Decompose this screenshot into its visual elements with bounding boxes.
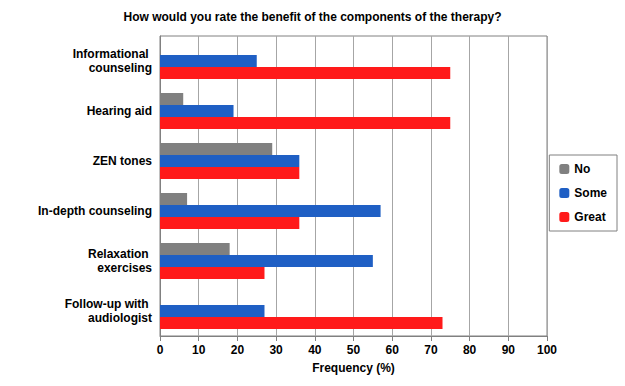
svg-text:Some: Some	[574, 186, 607, 200]
svg-text:Frequency (%): Frequency (%)	[312, 361, 395, 375]
svg-text:ZEN tones: ZEN tones	[93, 154, 153, 168]
svg-text:counseling: counseling	[89, 61, 152, 75]
svg-text:No: No	[574, 162, 590, 176]
svg-text:Informational: Informational	[73, 47, 152, 61]
svg-text:30: 30	[269, 343, 283, 357]
svg-text:How would you rate the benefit: How would you rate the benefit of the co…	[123, 10, 501, 24]
svg-text:Great: Great	[574, 210, 605, 224]
svg-text:exercises: exercises	[97, 261, 152, 275]
svg-text:Relaxation: Relaxation	[88, 247, 152, 261]
svg-text:40: 40	[308, 343, 322, 357]
svg-text:70: 70	[424, 343, 438, 357]
svg-text:60: 60	[386, 343, 400, 357]
svg-text:Follow-up with: Follow-up with	[65, 297, 152, 311]
svg-text:20: 20	[231, 343, 245, 357]
svg-text:In-depth counseling: In-depth counseling	[38, 204, 152, 218]
svg-text:100: 100	[537, 343, 557, 357]
svg-text:Hearing aid: Hearing aid	[87, 104, 152, 118]
svg-text:90: 90	[502, 343, 516, 357]
svg-text:audiologist: audiologist	[88, 311, 152, 325]
svg-text:0: 0	[157, 343, 164, 357]
svg-text:10: 10	[192, 343, 206, 357]
svg-text:50: 50	[347, 343, 361, 357]
svg-text:80: 80	[463, 343, 477, 357]
